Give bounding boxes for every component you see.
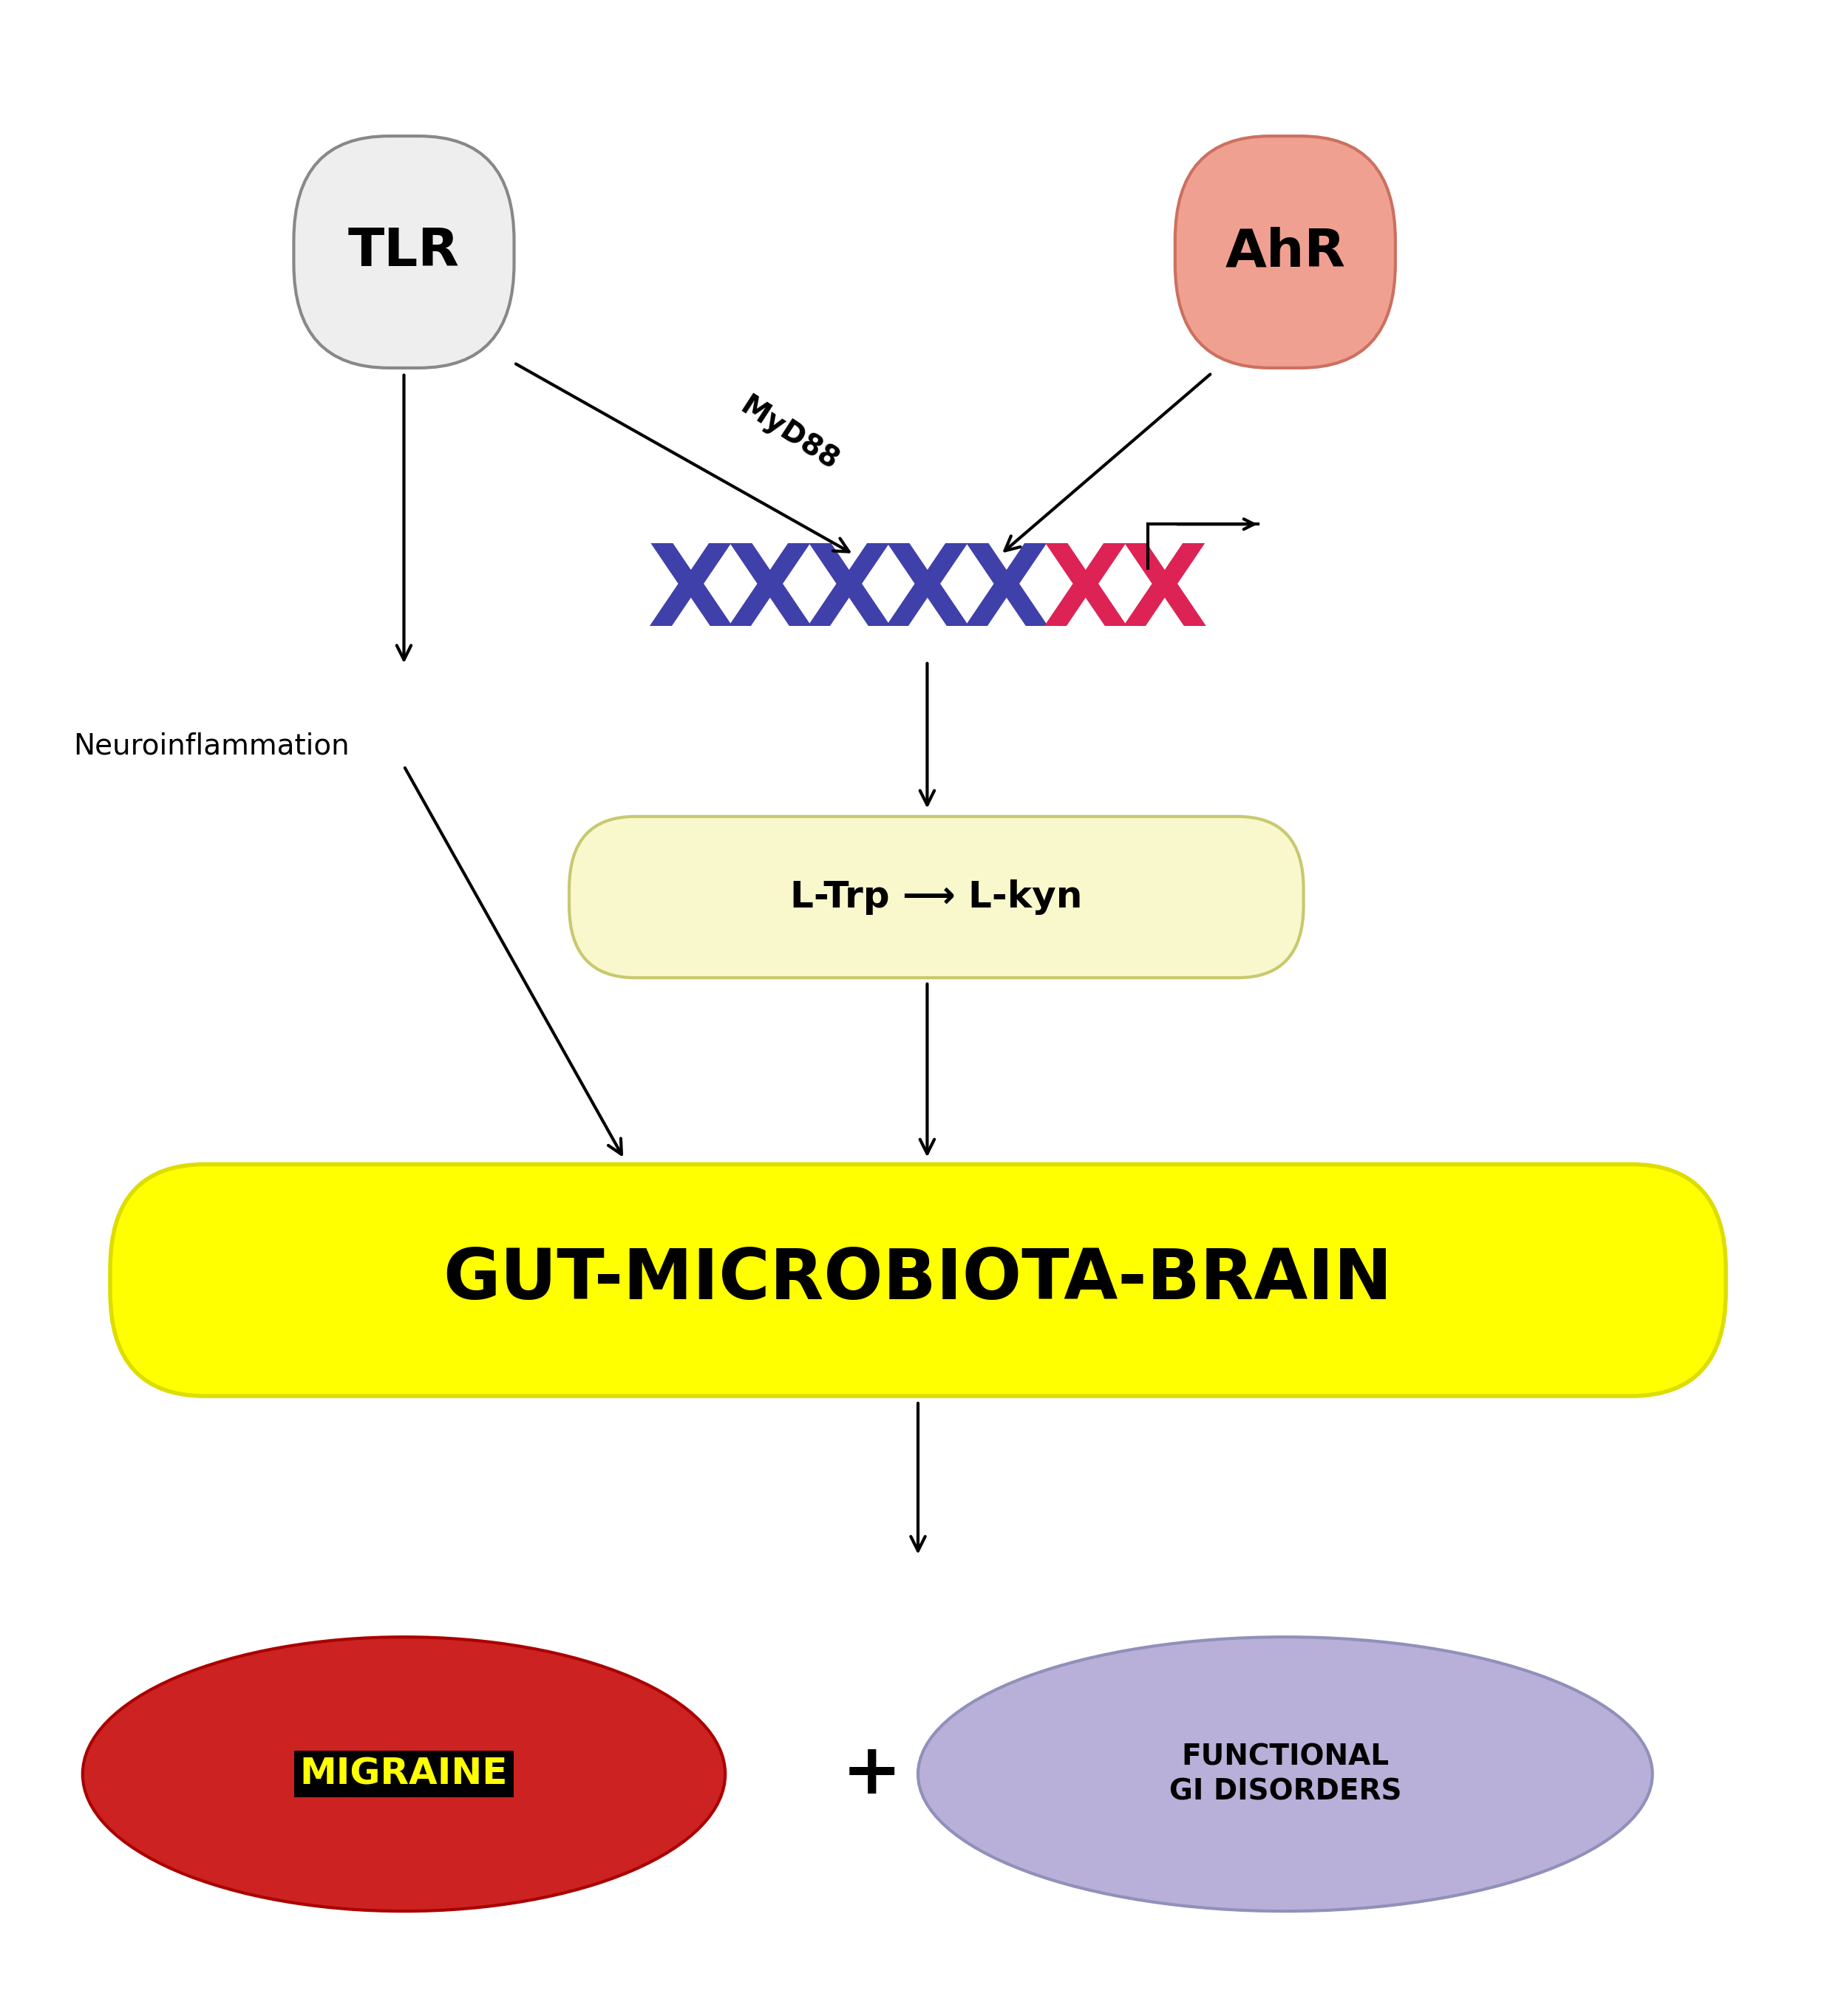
Text: X: X [646,540,734,649]
FancyBboxPatch shape [294,137,514,367]
Text: MyD88: MyD88 [734,391,845,476]
Text: Neuroinflammation: Neuroinflammation [73,732,349,760]
FancyBboxPatch shape [569,816,1304,978]
Text: +: + [843,1740,901,1808]
Text: MIGRAINE: MIGRAINE [299,1756,509,1792]
Text: X: X [1041,540,1129,649]
Text: X: X [962,540,1050,649]
Text: L-Trp ⟶ L-kyn: L-Trp ⟶ L-kyn [789,879,1083,915]
Text: X: X [804,540,892,649]
Ellipse shape [918,1637,1652,1911]
Text: GUT-MICROBIOTA-BRAIN: GUT-MICROBIOTA-BRAIN [442,1246,1394,1314]
FancyBboxPatch shape [1175,137,1395,367]
Text: X: X [725,540,813,649]
Text: TLR: TLR [349,226,459,278]
Text: AhR: AhR [1225,226,1346,278]
Text: X: X [883,540,971,649]
Text: FUNCTIONAL
GI DISORDERS: FUNCTIONAL GI DISORDERS [1170,1742,1401,1806]
Ellipse shape [83,1637,725,1911]
Text: X: X [1120,540,1208,649]
FancyBboxPatch shape [110,1165,1726,1395]
